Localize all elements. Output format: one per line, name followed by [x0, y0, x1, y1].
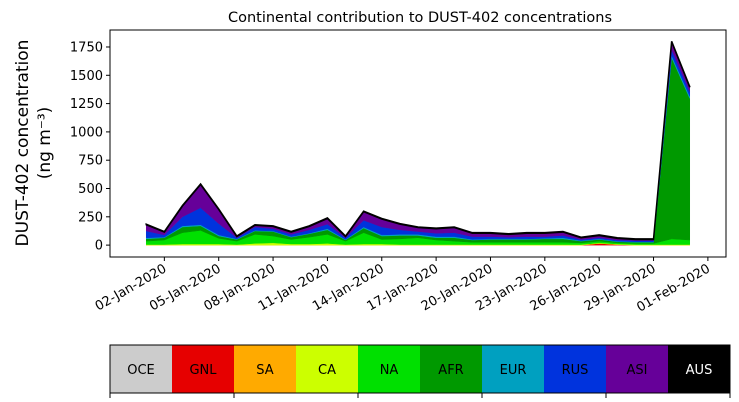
area [145, 56, 691, 244]
legend-swatch [668, 345, 730, 393]
legend-swatch [110, 345, 172, 393]
legend-label: ASI [627, 363, 648, 378]
legend-frame [109, 344, 731, 394]
legend-label: GNL [189, 363, 217, 378]
legend-swatch [420, 345, 482, 393]
y-tick-label: 0 [95, 239, 103, 254]
area [145, 54, 691, 243]
legend-swatch [358, 345, 420, 393]
y-tick-label: 500 [78, 182, 103, 197]
legend-label: CA [318, 363, 336, 378]
legend-label: RUS [562, 363, 589, 378]
legend-swatch [544, 345, 606, 393]
legend-label: NA [380, 363, 399, 378]
y-axis-label: (ng m⁻³) [35, 107, 55, 180]
y-axis-label: DUST-402 concentration [13, 40, 33, 247]
legend-swatch [296, 345, 358, 393]
legend-swatch [606, 345, 668, 393]
y-tick-label: 1000 [70, 125, 103, 140]
y-tick-label: 750 [78, 154, 103, 169]
y-tick-label: 1750 [70, 40, 103, 55]
legend-swatch [482, 345, 544, 393]
legend-label: AUS [686, 363, 713, 378]
area [145, 41, 691, 241]
legend-label: OCE [127, 363, 155, 378]
area [145, 49, 691, 242]
area [145, 41, 691, 241]
legend-swatch [234, 345, 296, 393]
plot-frame [109, 29, 727, 258]
y-tick-label: 1500 [70, 69, 103, 84]
y-tick-label: 1250 [70, 97, 103, 112]
y-tick-label: 250 [78, 210, 103, 225]
legend-label: AFR [438, 363, 463, 378]
legend-label: SA [256, 363, 273, 378]
legend-label: EUR [500, 363, 527, 378]
legend-swatch [172, 345, 234, 393]
chart-title: Continental contribution to DUST-402 con… [228, 10, 612, 26]
